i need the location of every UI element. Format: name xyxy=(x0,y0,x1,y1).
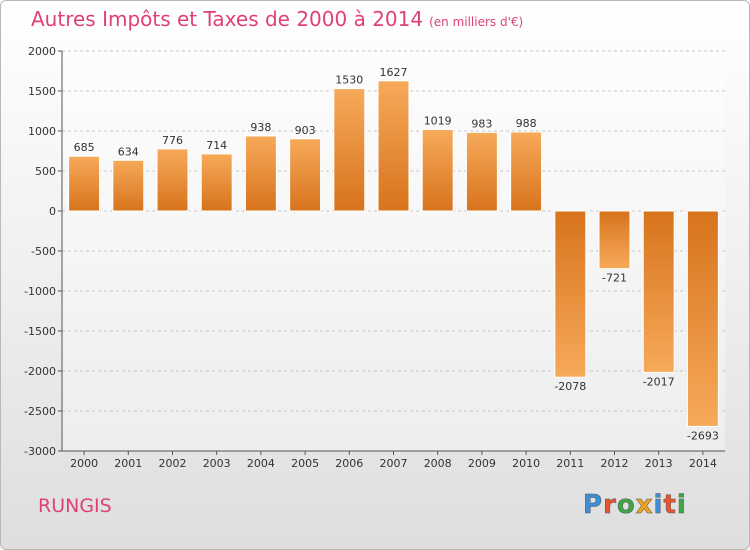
logo-letter: P xyxy=(583,490,604,521)
x-tick-label: 2012 xyxy=(601,457,629,470)
bar xyxy=(465,131,498,212)
bar-value-label: 1019 xyxy=(424,114,452,127)
y-tick-label: 500 xyxy=(35,165,56,178)
bar-value-label: 903 xyxy=(295,124,316,137)
bar xyxy=(598,210,631,270)
y-tick-label: -500 xyxy=(31,245,56,258)
x-tick-label: 2001 xyxy=(114,457,142,470)
bar-value-label: -2693 xyxy=(687,429,719,442)
x-tick-label: 2010 xyxy=(512,457,540,470)
chart-title-block: Autres Impôts et Taxes de 2000 à 2014 (en… xyxy=(31,7,523,31)
bar xyxy=(642,210,675,373)
y-tick-label: 0 xyxy=(49,205,56,218)
logo-letter: o xyxy=(616,490,636,521)
bar xyxy=(333,88,366,212)
logo-letter: r xyxy=(603,490,617,521)
x-tick-label: 2009 xyxy=(468,457,496,470)
bar xyxy=(554,210,587,378)
x-tick-label: 2006 xyxy=(335,457,363,470)
x-tick-label: 2005 xyxy=(291,457,319,470)
bar-value-label: 634 xyxy=(118,145,139,158)
y-tick-label: -2000 xyxy=(24,365,56,378)
bar-value-label: -2078 xyxy=(554,380,586,393)
bar xyxy=(68,155,101,212)
bar xyxy=(156,148,189,212)
x-tick-label: 2002 xyxy=(159,457,187,470)
x-tick-label: 2003 xyxy=(203,457,231,470)
bar-value-label: -721 xyxy=(602,272,627,285)
bar xyxy=(377,80,410,212)
bar-value-label: 983 xyxy=(471,117,492,130)
bar xyxy=(289,138,322,212)
chart-unit: (en milliers d'€) xyxy=(429,15,524,29)
proxiti-logo: Proxiti xyxy=(583,490,687,521)
bar-value-label: 776 xyxy=(162,134,183,147)
y-tick-label: -1000 xyxy=(24,285,56,298)
logo-letter: i xyxy=(653,490,664,521)
city-name: RUNGIS xyxy=(38,495,112,517)
x-tick-label: 2011 xyxy=(556,457,584,470)
x-tick-label: 2008 xyxy=(424,457,452,470)
bar-value-label: 1627 xyxy=(380,66,408,79)
bar-value-label: -2017 xyxy=(643,375,675,388)
bar-value-label: 988 xyxy=(516,117,537,130)
x-tick-label: 2004 xyxy=(247,457,275,470)
y-tick-label: -2500 xyxy=(24,405,56,418)
x-tick-label: 2013 xyxy=(645,457,673,470)
chart-title: Autres Impôts et Taxes de 2000 à 2014 xyxy=(31,7,424,31)
bar xyxy=(686,210,719,427)
bar xyxy=(112,159,145,212)
bar-value-label: 714 xyxy=(206,139,227,152)
y-tick-label: 2000 xyxy=(28,45,56,58)
x-tick-label: 2000 xyxy=(70,457,98,470)
y-tick-label: -1500 xyxy=(24,325,56,338)
bar-value-label: 938 xyxy=(250,121,271,134)
y-tick-label: 1000 xyxy=(28,125,56,138)
bar xyxy=(510,131,543,212)
y-tick-label: 1500 xyxy=(28,85,56,98)
y-tick-label: -3000 xyxy=(24,445,56,458)
logo-letter: t xyxy=(663,490,677,521)
x-tick-label: 2014 xyxy=(689,457,717,470)
logo-letter: x xyxy=(635,490,654,521)
bar xyxy=(244,135,277,212)
x-tick-label: 2007 xyxy=(380,457,408,470)
bar xyxy=(421,128,454,212)
bar xyxy=(200,153,233,212)
bar-value-label: 1530 xyxy=(335,74,363,87)
logo-letter: i xyxy=(676,490,687,521)
bar-value-label: 685 xyxy=(74,141,95,154)
